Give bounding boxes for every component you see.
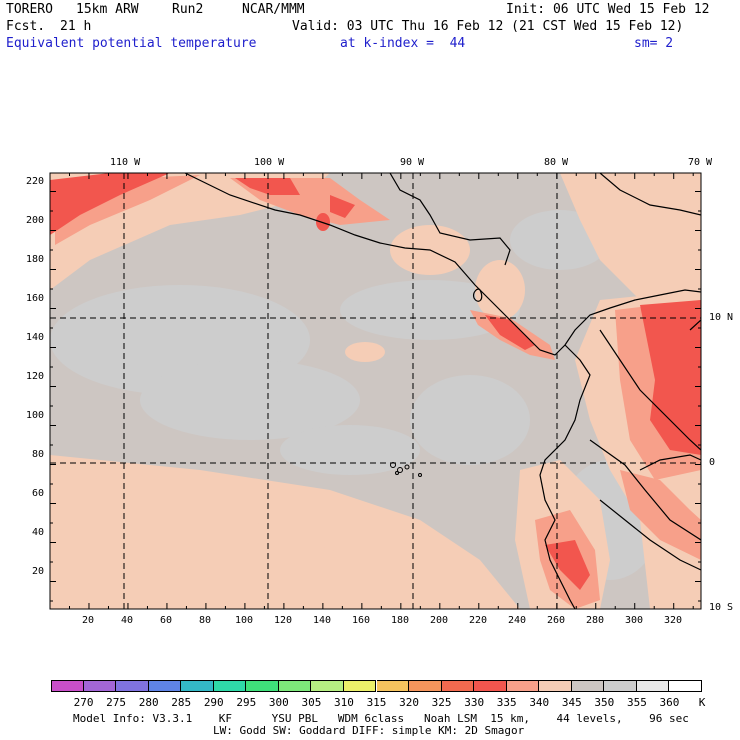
grid-y-label: 220	[26, 176, 45, 187]
grid-y-label: 40	[32, 527, 45, 538]
colorbar-label: 275	[106, 696, 127, 709]
colorbar-label: 270	[73, 696, 94, 709]
colorbar-swatch	[181, 680, 214, 692]
colorbar-swatch	[604, 680, 637, 692]
colorbar-label: 345	[561, 696, 582, 709]
colorbar-swatch	[474, 680, 507, 692]
colorbar-swatch	[116, 680, 149, 692]
fcst-label: Fcst.	[6, 19, 46, 34]
colorbar-label: 330	[464, 696, 485, 709]
lat-label: 0	[709, 457, 716, 468]
colorbar-label: 305	[301, 696, 322, 709]
colorbar-label: 310	[334, 696, 354, 709]
grid-y-label: 100	[26, 410, 45, 421]
colorbar-swatch	[246, 680, 279, 692]
grid-x-label: 160	[352, 615, 371, 626]
grid-y-label: 200	[26, 215, 45, 226]
colorbar-unit: K	[698, 696, 706, 709]
colorbar-swatch	[506, 680, 540, 692]
lon-label: 110 W	[110, 157, 141, 168]
valid-time: Valid: 03 UTC Thu 16 Feb 12 (21 CST Wed …	[292, 19, 684, 34]
coastlines	[184, 173, 701, 609]
smoothing-label: sm= 2	[634, 36, 674, 51]
colorbar-swatch	[669, 680, 702, 692]
grid-y-label: 80	[32, 449, 45, 460]
colorbar-label: 315	[366, 696, 387, 709]
level-label: at k-index = 44	[340, 36, 466, 51]
colorbar-swatch	[539, 680, 572, 692]
init-time: Init: 06 UTC Wed 15 Feb 12	[506, 2, 710, 17]
run-label: Run2	[172, 2, 204, 17]
colorbar-label: 320	[399, 696, 419, 709]
grid-x-label: 140	[313, 615, 332, 626]
grid-y-label: 180	[26, 254, 45, 265]
grid-y-label: 160	[26, 293, 45, 304]
grid-ticks	[49, 173, 701, 609]
grid-x-label: 60	[160, 615, 173, 626]
colorbar-swatch	[636, 680, 670, 692]
grid-x-label: 320	[664, 615, 683, 626]
grid-x-label: 240	[508, 615, 527, 626]
lat-label: 10 N	[709, 312, 734, 323]
grid-y-label: 140	[26, 332, 45, 343]
colorbar-label: 350	[594, 696, 615, 709]
colorbar-swatch	[213, 680, 247, 692]
grid-x-label: 80	[199, 615, 212, 626]
model-name: TORERO	[6, 2, 53, 17]
colorbar-label: 285	[171, 696, 192, 709]
colorbar-label: 300	[268, 696, 289, 709]
colorbar-swatch	[376, 680, 410, 692]
lon-label: 100 W	[254, 157, 285, 168]
lon-label: 70 W	[688, 157, 713, 168]
grid-y-label: 120	[26, 371, 45, 382]
colorbar-label: 295	[236, 696, 257, 709]
colorbar-label: 335	[496, 696, 517, 709]
grid-x-label: 100	[235, 615, 254, 626]
graticule	[50, 173, 701, 609]
grid-y-label: 20	[32, 566, 45, 577]
org-label: NCAR/MMM	[242, 2, 305, 17]
grid-x-label: 220	[469, 615, 488, 626]
grid-x-label: 40	[121, 615, 134, 626]
grid-x-label: 180	[391, 615, 410, 626]
grid-x-label: 280	[586, 615, 605, 626]
physics-info: LW: Godd SW: Goddard DIFF: simple KM: 2D…	[213, 724, 525, 737]
grid-x-label: 200	[430, 615, 449, 626]
colorbar-label: 290	[203, 696, 224, 709]
resolution-label: 15km ARW	[76, 2, 139, 17]
colorbar-swatch	[51, 680, 84, 692]
colorbar-label: 325	[431, 696, 452, 709]
lat-label: 10 S	[709, 602, 734, 613]
fcst-hours: 21 h	[60, 19, 92, 34]
grid-x-label: 260	[547, 615, 566, 626]
grid-x-label: 300	[625, 615, 644, 626]
field-name: Equivalent potential temperature	[6, 36, 257, 51]
colorbar-label: 360	[659, 696, 680, 709]
red-regions	[50, 173, 701, 590]
colorbar-swatch	[83, 680, 117, 692]
colorbar-swatch	[571, 680, 605, 692]
colorbar-label: 280	[138, 696, 159, 709]
grid-x-label: 120	[274, 615, 293, 626]
lon-label: 80 W	[544, 157, 569, 168]
colorbar-swatch	[343, 680, 377, 692]
colorbar-swatch	[441, 680, 475, 692]
grid-y-label: 60	[32, 488, 45, 499]
colorbar-label: 355	[626, 696, 647, 709]
grid-x-label: 20	[82, 615, 95, 626]
colorbar-swatch	[148, 680, 182, 692]
model-info: Model Info: V3.3.1 KF YSU PBL WDM 6class…	[73, 712, 689, 725]
lon-label: 90 W	[400, 157, 425, 168]
colorbar-swatch	[278, 680, 312, 692]
colorbar-label: 340	[529, 696, 550, 709]
colorbar-swatch	[409, 680, 442, 692]
map-frame	[49, 172, 702, 610]
colorbar-swatch	[311, 680, 344, 692]
